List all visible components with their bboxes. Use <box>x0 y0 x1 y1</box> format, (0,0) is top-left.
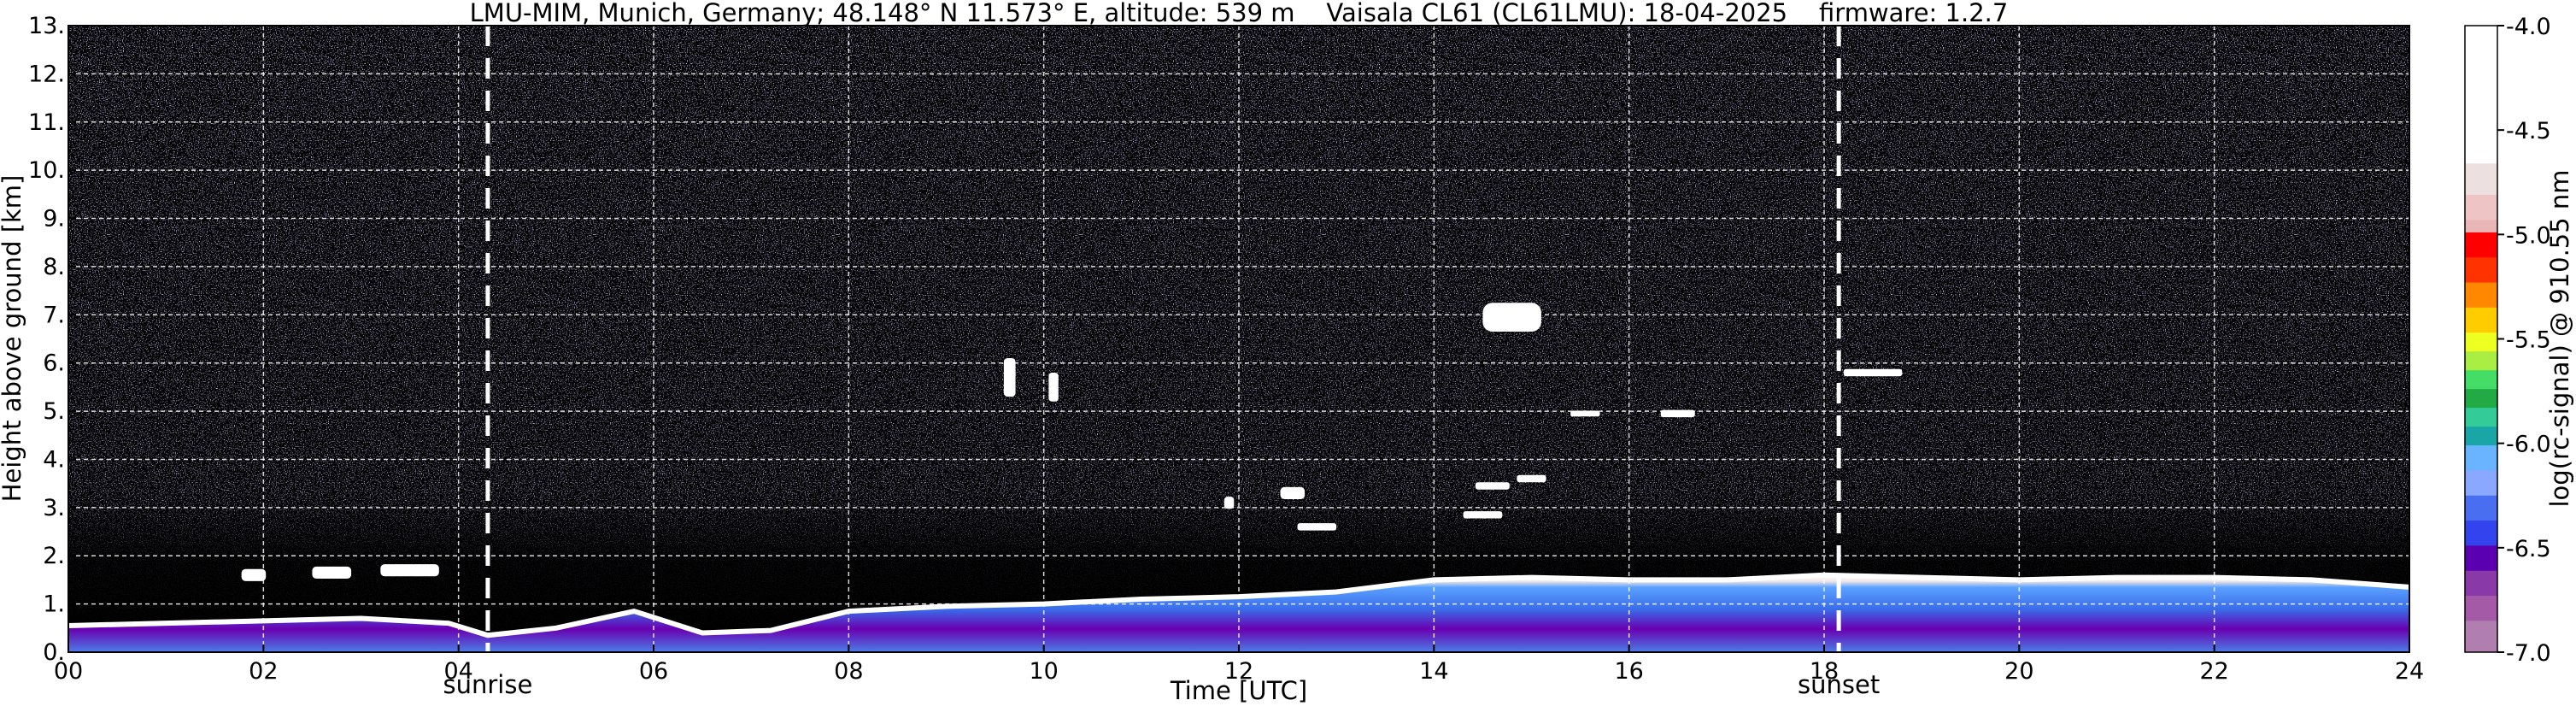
y-tick-label: 1. <box>43 591 65 618</box>
y-tick-label: 9. <box>43 206 65 232</box>
cloud-layers <box>241 303 1903 581</box>
colorbar-segment <box>2465 351 2497 371</box>
x-tick-label: 14 <box>1419 658 1448 685</box>
colorbar-segment <box>2465 445 2497 471</box>
y-tick-label: 2. <box>43 543 65 569</box>
x-tick-label: 10 <box>1029 658 1058 685</box>
colorbar-ticks: -4.0 -4.5 -5.0 -5.5 -6.0 -6.5 -7.0 <box>2497 14 2551 667</box>
y-tick-label: 7. <box>43 302 65 328</box>
cloud-feature-2 <box>380 564 439 577</box>
colorbar-segment <box>2465 370 2497 390</box>
colorbar-segment <box>2465 194 2497 221</box>
colorbar-segment <box>2465 545 2497 572</box>
x-tick-label: 08 <box>834 658 863 685</box>
colorbar-tick-label: -7.0 <box>2506 640 2551 667</box>
x-tick-label: 20 <box>2004 658 2033 685</box>
cloud-feature-12 <box>1570 410 1600 417</box>
colorbar-tick-label: -4.0 <box>2506 14 2551 40</box>
colorbar-tick-label: -6.5 <box>2506 536 2551 562</box>
colorbar-tick-label: -5.5 <box>2506 327 2551 354</box>
colorbar-segment <box>2465 470 2497 497</box>
colorbar-segment <box>2465 389 2497 409</box>
x-tick-label: 06 <box>639 658 668 685</box>
x-tick-label: 24 <box>2395 658 2424 685</box>
x-tick-label: 22 <box>2199 658 2228 685</box>
y-tick-label: 13. <box>28 13 65 39</box>
colorbar-segment <box>2465 570 2497 597</box>
x-tick-label: 02 <box>249 658 278 685</box>
cloud-feature-6 <box>1280 486 1306 499</box>
colorbar-segment <box>2465 100 2497 152</box>
y-axis-label: Height above ground [km] <box>0 175 26 503</box>
colorbar-tick-label: -4.5 <box>2506 118 2551 144</box>
cloud-feature-14 <box>1843 368 1903 377</box>
x-tick-label: 18 <box>1810 658 1839 685</box>
cloud-feature-8 <box>1482 303 1541 332</box>
cloud-feature-5 <box>1223 497 1235 509</box>
y-tick-label: 11. <box>28 109 65 136</box>
boundary-layer-top-edge <box>68 572 2409 638</box>
sunset-label: sunset <box>1798 670 1880 699</box>
cloud-feature-9 <box>1475 482 1510 490</box>
colorbar-segment <box>2465 150 2497 164</box>
colorbar-tick-label: -5.0 <box>2506 222 2551 249</box>
sunrise-label: sunrise <box>443 670 533 699</box>
colorbar-segment <box>2465 621 2497 653</box>
colorbar-segment <box>2465 282 2497 309</box>
event-markers: sunrise sunset <box>443 26 1880 699</box>
cloud-feature-3 <box>1003 358 1016 397</box>
colorbar-segment <box>2465 220 2497 233</box>
grid <box>68 26 2409 652</box>
colorbar-segment <box>2465 495 2497 521</box>
cloud-feature-0 <box>241 568 267 581</box>
cloud-feature-10 <box>1517 474 1546 483</box>
colorbar-segment <box>2465 408 2497 427</box>
colorbar-segment <box>2465 307 2497 333</box>
x-tick-label: 00 <box>54 658 83 685</box>
x-tick-label: 04 <box>443 658 472 685</box>
cloud-feature-1 <box>312 566 352 580</box>
colorbar-tick-label: -6.0 <box>2506 432 2551 458</box>
cloud-feature-4 <box>1048 372 1059 402</box>
chart-title: LMU-MIM, Munich, Germany; 48.148° N 11.5… <box>469 0 2009 27</box>
y-tick-label: 0. <box>43 639 65 666</box>
colorbar-label: log(rc-signal) @ 910.55 nm <box>2545 169 2574 507</box>
signal-noise <box>68 26 2409 652</box>
y-tick-label: 8. <box>43 254 65 280</box>
y-tick-label: 3. <box>43 495 65 521</box>
x-tick-label: 16 <box>1614 658 1643 685</box>
y-tick-label: 4. <box>43 446 65 473</box>
colorbar-segment <box>2465 257 2497 284</box>
x-axis-ticks: 00 02 04 06 08 10 12 14 16 18 20 22 24 <box>54 644 2424 685</box>
cloud-feature-11 <box>1463 511 1503 519</box>
y-axis-ticks: 0. 1. 2. 3. 4. 5. 6. 7. 8. 9. 10. 11. 12. 13. <box>28 13 76 666</box>
colorbar-segment <box>2465 427 2497 446</box>
colorbar-segment <box>2465 596 2497 621</box>
y-tick-label: 10. <box>28 157 65 184</box>
cloud-feature-7 <box>1297 523 1337 531</box>
y-tick-label: 5. <box>43 398 65 425</box>
colorbar-segment <box>2465 232 2497 258</box>
colorbar-segment <box>2465 332 2497 352</box>
colorbar <box>2464 25 2498 653</box>
colorbar-segment <box>2465 163 2497 196</box>
colorbar-segment <box>2465 26 2497 102</box>
y-tick-label: 6. <box>43 350 65 377</box>
x-axis-label: Time [UTC] <box>1170 676 1307 705</box>
x-tick-label: 12 <box>1224 658 1253 685</box>
y-tick-label: 12. <box>28 61 65 87</box>
colorbar-segment <box>2465 521 2497 546</box>
